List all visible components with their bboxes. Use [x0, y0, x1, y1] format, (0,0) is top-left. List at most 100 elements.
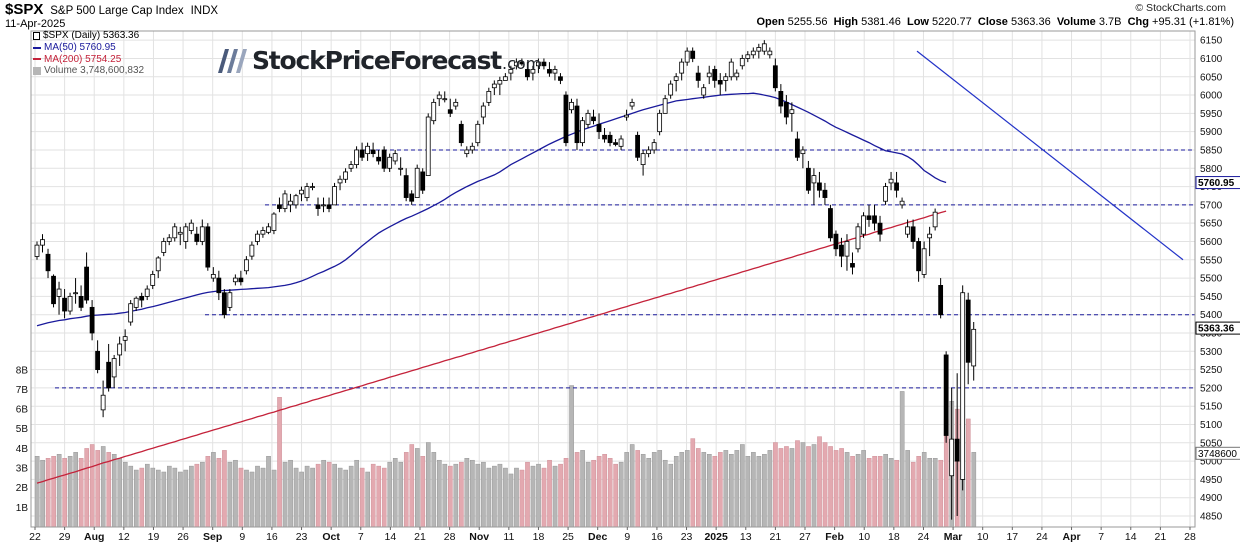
moving-averages [36, 50, 1184, 484]
candle-body [772, 65, 778, 89]
candle-body [73, 292, 78, 295]
candle-body [392, 153, 398, 162]
volume-bar [106, 452, 112, 528]
volume-bar [613, 463, 618, 528]
chart-legend: $SPX (Daily) 5363.36 MA(50) 5760.95 MA(2… [33, 30, 144, 77]
candle-body [183, 226, 189, 242]
volume-bar [365, 471, 371, 528]
volume-bar [172, 467, 178, 528]
candle-body [778, 90, 784, 107]
candle-body [95, 350, 101, 370]
candle-body [607, 134, 613, 144]
volume-bar [734, 450, 740, 528]
candle-body [596, 123, 602, 133]
candle-body [299, 189, 304, 195]
legend-price: $SPX (Daily) 5363.36 [33, 30, 144, 42]
price-tick-label: 5200 [1200, 383, 1223, 394]
volume-bar [624, 452, 629, 528]
support-lines [55, 149, 1195, 389]
logo-slashes-icon [218, 48, 247, 73]
x-tick-label: 9 [624, 531, 630, 543]
candle-body [861, 215, 866, 235]
volume-bar [607, 458, 613, 528]
candle-body [613, 142, 618, 145]
candle-body [398, 167, 404, 170]
volume-bar [718, 452, 723, 528]
candle-body [618, 138, 624, 147]
candle-body [475, 123, 481, 144]
volume-bar [872, 456, 877, 528]
candle-body [117, 343, 123, 356]
ohlc-readout: Open 5255.56 High 5381.46 Low 5220.77 Cl… [756, 16, 1234, 28]
volume-bar [492, 465, 497, 528]
volume-bar [78, 458, 84, 528]
candle-body [431, 101, 437, 122]
x-tick-label: 26 [177, 531, 189, 543]
volume-bar [817, 436, 822, 528]
candle-body [254, 233, 260, 242]
candle-body [453, 101, 459, 107]
candle-body [469, 145, 475, 151]
candle-body [277, 204, 282, 209]
x-tick-label: 17 [1006, 531, 1018, 543]
price-tick-label: 5100 [1200, 420, 1223, 431]
candle-body [497, 80, 503, 85]
candle-body [591, 116, 596, 122]
candle-body [177, 231, 183, 235]
candle-body [558, 76, 563, 81]
x-tick-label: 16 [651, 531, 663, 543]
candle-body [155, 257, 161, 272]
volume-bar [420, 456, 426, 528]
last-close-label-box [1195, 321, 1240, 335]
x-tick-label: 28 [444, 531, 456, 543]
price-tick-label: 5400 [1200, 310, 1223, 321]
candle-body [629, 101, 635, 107]
volume-bar [376, 465, 382, 528]
candle-body [585, 112, 591, 125]
candle-body [541, 61, 547, 67]
volume-bar [381, 467, 387, 528]
candle-body [910, 226, 916, 242]
volume-bar [486, 467, 492, 528]
volume-bar [767, 450, 773, 528]
volume-bar [525, 461, 530, 528]
candle-body [530, 69, 536, 74]
x-tick-label: 25 [562, 531, 574, 543]
candle-body [293, 195, 299, 206]
candle-body [624, 114, 629, 118]
volume-bar [899, 391, 905, 528]
volume-bar [475, 463, 481, 528]
candle-body [684, 50, 690, 63]
volume-bar [282, 461, 288, 528]
volume-bar [150, 467, 156, 528]
candle-body [376, 156, 382, 162]
candle-body [690, 50, 696, 59]
candle-body [828, 208, 833, 239]
candle-body [249, 244, 255, 257]
candle-body [734, 72, 740, 78]
x-tick-label: 28 [1184, 531, 1196, 543]
candle-body [563, 94, 569, 144]
volume-bar [89, 444, 95, 528]
x-tick-label: 10 [977, 531, 989, 543]
volume-bar [855, 454, 861, 528]
volume-bar [122, 461, 128, 528]
volume-legend-icon [33, 67, 41, 76]
candle-body [602, 134, 607, 140]
volume-bar [839, 448, 844, 528]
chart-date: 11-Apr-2025 [5, 18, 66, 30]
candle-body [938, 285, 944, 316]
candle-body [679, 61, 685, 74]
candle-body [304, 186, 310, 198]
volume-bar [822, 442, 828, 528]
candle-body [348, 164, 354, 169]
candle-body [139, 295, 145, 301]
candle-body [337, 178, 343, 184]
copyright: © StockCharts.com [1135, 2, 1226, 14]
x-tick-label: 10 [858, 531, 870, 543]
volume-bar [497, 463, 503, 528]
volume-bar [519, 469, 525, 528]
legend-price-text: $SPX (Daily) 5363.36 [43, 30, 140, 41]
candle-body [949, 438, 955, 477]
price-tick-label: 6150 [1200, 36, 1223, 47]
